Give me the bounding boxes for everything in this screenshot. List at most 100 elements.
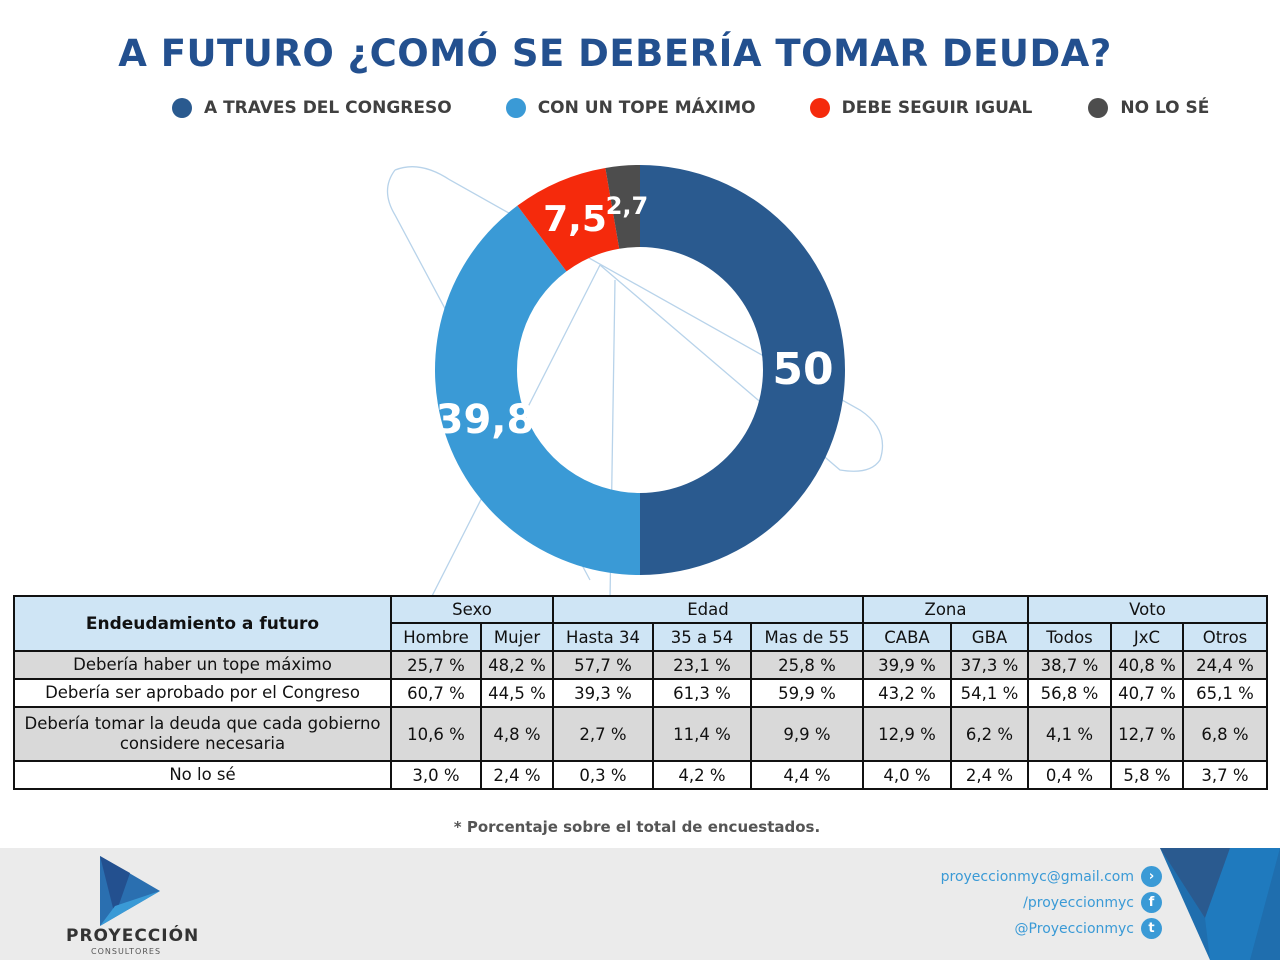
legend-label: CON UN TOPE MÁXIMO <box>537 98 756 118</box>
chevron-right-icon: › <box>1141 866 1162 887</box>
column-header: 35 a 54 <box>652 622 752 652</box>
row-label: Debería ser aprobado por el Congreso <box>13 678 392 708</box>
brand-name: PROYECCIÓN <box>66 926 200 946</box>
table-cell: 37,3 % <box>950 650 1029 680</box>
table-corner: Endeudamiento a futuro <box>13 595 392 652</box>
table-cell: 23,1 % <box>652 650 752 680</box>
legend-item: DEBE SEGUIR IGUAL <box>809 98 1032 118</box>
legend-item: NO LO SÉ <box>1088 98 1209 118</box>
table-cell: 56,8 % <box>1027 678 1112 708</box>
table-cell: 4,4 % <box>750 760 864 790</box>
donut-slice <box>517 167 620 272</box>
column-header: GBA <box>950 622 1029 652</box>
table-cell: 25,8 % <box>750 650 864 680</box>
facebook-link[interactable]: /proyeccionmyc f <box>1023 892 1162 913</box>
data-label: 39,8 <box>436 397 535 443</box>
table-cell: 43,2 % <box>862 678 952 708</box>
column-header: CABA <box>862 622 952 652</box>
table-cell: 12,9 % <box>862 706 952 762</box>
table-cell: 57,7 % <box>552 650 654 680</box>
data-label: 2,7 <box>606 192 649 220</box>
legend: A TRAVES DEL CONGRESO CON UN TOPE MÁXIMO D… <box>172 98 1263 118</box>
table-cell: 2,7 % <box>552 706 654 762</box>
facebook-text: /proyeccionmyc <box>1023 894 1134 911</box>
table-cell: 24,4 % <box>1182 650 1268 680</box>
table-cell: 25,7 % <box>390 650 482 680</box>
data-label: 50 <box>772 344 833 395</box>
table-cell: 0,4 % <box>1027 760 1112 790</box>
legend-item: A TRAVES DEL CONGRESO <box>172 98 452 118</box>
email-link[interactable]: proyeccionmyc@gmail.com › <box>941 866 1162 887</box>
twitter-text: @Proyeccionmyc <box>1014 920 1134 937</box>
table-cell: 2,4 % <box>950 760 1029 790</box>
donut-chart: 50 39,8 7,52,7 <box>386 165 884 600</box>
brand-subtitle: CONSULTORES <box>91 947 162 956</box>
legend-item: CON UN TOPE MÁXIMO <box>505 98 756 118</box>
table-subheader-row: Hombre Mujer Hasta 34 35 a 54 Mas de 55 CABA G… <box>14 622 1268 652</box>
table-cell: 4,8 % <box>480 706 554 762</box>
table-cell: 12,7 % <box>1110 706 1184 762</box>
column-header: JxC <box>1110 622 1184 652</box>
table-cell: 6,2 % <box>950 706 1029 762</box>
table-row: Debería ser aprobado por el Congreso 60,7… <box>13 678 1268 708</box>
donut-slice <box>435 205 640 575</box>
table-cell: 10,6 % <box>390 706 482 762</box>
background-decoration <box>386 166 884 600</box>
twitter-icon: t <box>1141 918 1162 939</box>
table-cell: 11,4 % <box>652 706 752 762</box>
data-label: 7,5 <box>543 199 607 240</box>
legend-label: NO LO SÉ <box>1120 98 1210 118</box>
table-cell: 40,8 % <box>1110 650 1184 680</box>
column-group-header: Edad <box>552 595 864 624</box>
table-cell: 9,9 % <box>750 706 864 762</box>
table-cell: 2,4 % <box>480 760 554 790</box>
table-cell: 39,9 % <box>862 650 952 680</box>
table-cell: 3,7 % <box>1182 760 1268 790</box>
row-label: No lo sé <box>13 760 392 790</box>
legend-swatch <box>809 98 830 118</box>
column-header: Otros <box>1182 622 1268 652</box>
brand-logo-icon <box>100 856 160 926</box>
table-cell: 44,5 % <box>480 678 554 708</box>
row-label: Debería haber un tope máximo <box>13 650 392 680</box>
chart-title: A FUTURO ¿COMÓ SE DEBERÍA TOMAR DEUDA? <box>118 32 1112 75</box>
table-cell: 48,2 % <box>480 650 554 680</box>
legend-swatch <box>505 98 526 118</box>
column-header: Todos <box>1027 622 1112 652</box>
donut-slice <box>605 165 640 249</box>
table-cell: 3,0 % <box>390 760 482 790</box>
table-cell: 0,3 % <box>552 760 654 790</box>
column-header: Mas de 55 <box>750 622 864 652</box>
column-group-header: Voto <box>1027 595 1268 624</box>
table-cell: 4,1 % <box>1027 706 1112 762</box>
email-text: proyeccionmyc@gmail.com <box>940 868 1134 885</box>
table-cell: 4,2 % <box>652 760 752 790</box>
column-group-header: Zona <box>862 595 1029 624</box>
donut-slice <box>640 165 845 575</box>
table-header-row: Endeudamiento a futuro Sexo Edad Zona Voto <box>13 595 1268 652</box>
column-header: Hombre <box>390 622 482 652</box>
legend-label: A TRAVES DEL CONGRESO <box>204 98 452 118</box>
table-cell: 40,7 % <box>1110 678 1184 708</box>
facebook-icon: f <box>1141 892 1162 913</box>
corner-decoration <box>1160 848 1280 960</box>
table-cell: 54,1 % <box>950 678 1029 708</box>
table-cell: 5,8 % <box>1110 760 1184 790</box>
column-header: Mujer <box>480 622 554 652</box>
column-group-header: Sexo <box>390 595 554 624</box>
legend-swatch <box>1088 98 1109 118</box>
table-cell: 60,7 % <box>390 678 482 708</box>
table-row: Debería tomar la deuda que cada gobierno… <box>13 706 1268 762</box>
table-row: No lo sé 3,0 % 2,4 % 0,3 % 4,2 % 4,4 % 4,0 % 2,… <box>13 760 1268 790</box>
row-label: Debería tomar la deuda que cada gobierno… <box>13 706 392 762</box>
table-cell: 38,7 % <box>1027 650 1112 680</box>
legend-swatch <box>172 98 192 118</box>
twitter-link[interactable]: @Proyeccionmyc t <box>1015 918 1162 939</box>
table-cell: 61,3 % <box>652 678 752 708</box>
table-cell: 39,3 % <box>552 678 654 708</box>
crosstab-table: Endeudamiento a futuro Sexo Edad Zona Voto Ho… <box>13 595 1268 790</box>
table-cell: 6,8 % <box>1182 706 1268 762</box>
table-cell: 65,1 % <box>1182 678 1268 708</box>
table-cell: 59,9 % <box>750 678 864 708</box>
column-header: Hasta 34 <box>552 622 654 652</box>
